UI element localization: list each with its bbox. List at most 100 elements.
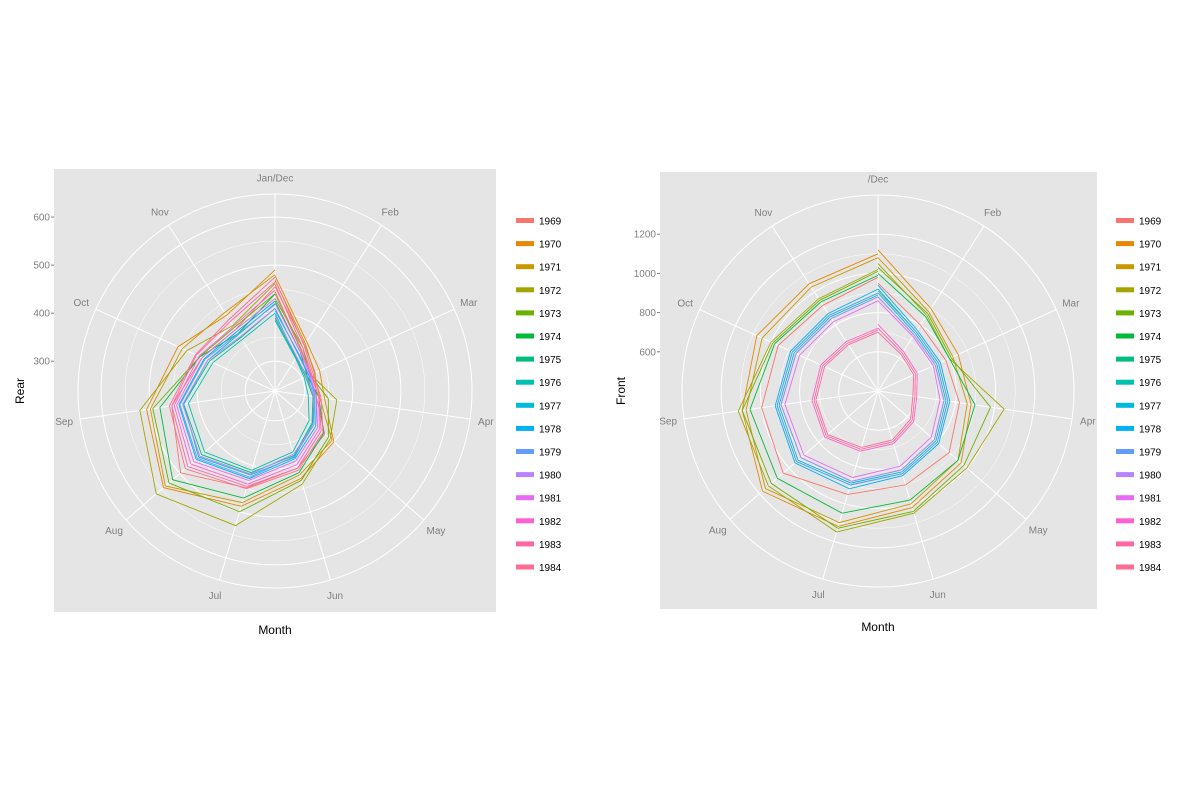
legend-key [516, 287, 534, 293]
y-ticks: 600 800 1000 1200 [634, 230, 660, 358]
legend-key [1116, 449, 1134, 454]
series-line-1982 [173, 289, 320, 485]
legend-label: 1969 [1139, 217, 1162, 228]
month-label: Oct [677, 298, 693, 309]
legend-label: 1972 [539, 286, 562, 297]
legend-label: 1977 [539, 401, 562, 412]
series-line-1973 [741, 267, 992, 529]
month-label: Jul [812, 590, 825, 601]
legend-key [1116, 310, 1134, 316]
grid-spoke [771, 225, 879, 392]
grid-spoke [95, 308, 276, 392]
month-label: Oct [73, 298, 89, 309]
month-label: Nov [754, 208, 772, 219]
legend-key [516, 541, 534, 547]
legend-key [516, 333, 534, 339]
month-label: Jul [209, 591, 222, 602]
legend-label: 1973 [1139, 309, 1162, 320]
legend-label: 1982 [1139, 517, 1162, 528]
y-tick-label: 1000 [634, 269, 657, 280]
legend-label: 1970 [539, 240, 562, 251]
legend-label: 1976 [1139, 378, 1162, 389]
month-label: Mar [460, 298, 478, 309]
series-line-1970 [146, 269, 335, 507]
month-label: Apr [1080, 417, 1096, 428]
legend-key [1116, 379, 1134, 385]
y-tick-label: 500 [33, 261, 50, 272]
y-axis-title: Rear [13, 378, 27, 404]
legend-label: 1974 [1139, 332, 1162, 343]
series-line-1980 [780, 296, 945, 482]
grid-spoke [699, 309, 879, 392]
series-line-1974 [749, 273, 976, 514]
legend-key [1116, 518, 1134, 524]
legend-label: 1978 [539, 424, 562, 435]
legend-key [516, 264, 534, 270]
legend-key [1116, 541, 1134, 547]
series-line-1969 [761, 276, 960, 495]
series-line-1984 [168, 276, 324, 490]
series-line-1978 [774, 284, 951, 490]
legend-label: 1979 [1139, 448, 1162, 459]
legend-key [516, 449, 534, 454]
legend-key [516, 564, 534, 570]
grid [77, 193, 473, 589]
month-label: Aug [709, 525, 727, 536]
legend-label: 1974 [539, 332, 562, 343]
front-polar-chart: 600 800 1000 1200 /Dec Feb Mar Apr May Jun Jul Aug… [614, 172, 1162, 634]
legend-label: 1980 [539, 471, 562, 482]
month-label: Jun [930, 590, 946, 601]
legend-key [516, 495, 534, 501]
legend-key [1116, 402, 1134, 408]
legend-label: 1981 [1139, 494, 1162, 505]
month-label: Nov [151, 207, 169, 218]
grid-spoke [274, 308, 455, 392]
legend-key [516, 472, 534, 478]
y-tick-label: 800 [639, 308, 656, 319]
legend-key [1116, 241, 1134, 247]
legend-label: 1984 [539, 563, 562, 574]
legend-key [516, 379, 534, 385]
legend-key [1116, 333, 1134, 339]
month-label: Feb [984, 208, 1002, 219]
series-line-1977 [778, 292, 947, 484]
series-line-1974 [159, 293, 325, 499]
y-ticks: 300 400 500 600 [33, 213, 54, 368]
legend-key [516, 241, 534, 247]
series-line-1981 [176, 298, 318, 481]
y-axis-title: Front [614, 376, 628, 405]
grid-spoke [274, 225, 382, 392]
grid-spoke [274, 390, 331, 581]
legend-key [516, 518, 534, 524]
legend-label: 1983 [1139, 540, 1162, 551]
legend-label: 1973 [539, 309, 562, 320]
series-line-1979 [776, 290, 949, 486]
grid-spoke [877, 390, 1027, 520]
month-label: Apr [478, 417, 494, 428]
legend-label: 1984 [1139, 563, 1162, 574]
x-axis-title: Month [258, 623, 291, 637]
legend-key [1116, 287, 1134, 293]
legend-key [1116, 264, 1134, 270]
x-axis-title: Month [861, 620, 894, 634]
legend-label: 1976 [539, 378, 562, 389]
series-line-1981 [784, 300, 941, 478]
month-label: Sep [659, 417, 677, 428]
legend-key [516, 218, 534, 223]
legend-label: 1970 [1139, 240, 1162, 251]
month-label: Sep [55, 417, 73, 428]
series-line-1983 [815, 331, 915, 448]
legend: 1969 1970 1971 1972 1973 1974 1975 1976 1977 1978… [1116, 217, 1162, 574]
legend-key [516, 402, 534, 408]
y-tick-label: 300 [33, 357, 50, 368]
month-labels: Jan/Dec Feb Mar Apr May Jun Jul Aug Sep Oct Nov [55, 174, 494, 602]
month-label: May [1029, 525, 1048, 536]
month-label: /Dec [868, 175, 889, 186]
y-tick-label: 1200 [634, 230, 657, 241]
legend-key [1116, 218, 1134, 223]
grid-spoke [219, 390, 276, 581]
series-line-1971 [149, 274, 333, 504]
month-label: May [427, 526, 446, 537]
legend-key [1116, 472, 1134, 478]
series-line-1984 [813, 327, 916, 450]
